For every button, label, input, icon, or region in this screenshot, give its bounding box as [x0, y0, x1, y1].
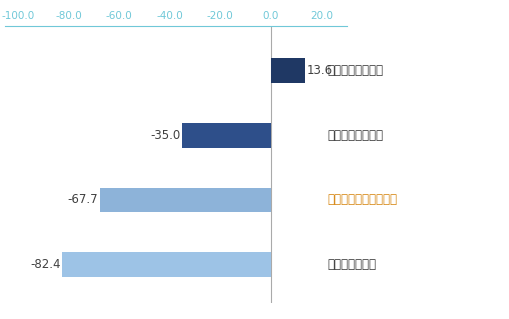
Text: 大体理解している: 大体理解している: [327, 129, 383, 142]
Text: あまり理解していない: あまり理解していない: [327, 193, 397, 206]
Text: 13.6: 13.6: [306, 64, 332, 77]
Text: -82.4: -82.4: [31, 258, 61, 271]
Text: 全く分からない: 全く分からない: [327, 258, 376, 271]
Text: 十分理解している: 十分理解している: [327, 64, 383, 77]
Bar: [62, 252, 270, 277]
Bar: [99, 188, 270, 212]
Text: -35.0: -35.0: [151, 129, 181, 142]
Bar: [182, 123, 270, 147]
Text: -67.7: -67.7: [68, 193, 98, 206]
Bar: [270, 58, 305, 83]
